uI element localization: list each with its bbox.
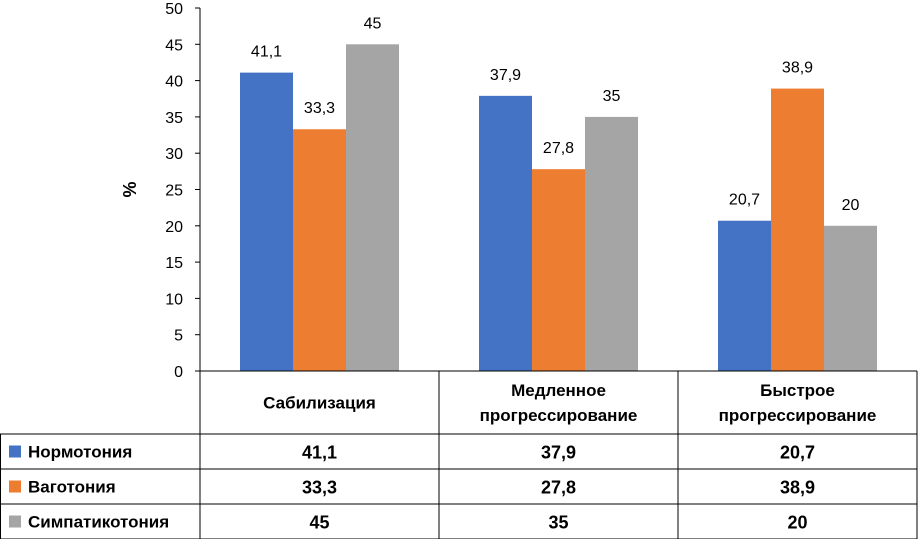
bar bbox=[771, 88, 824, 371]
table-cell: 45 bbox=[309, 513, 329, 533]
legend-key bbox=[9, 445, 21, 458]
y-tick-label: 50 bbox=[165, 1, 183, 18]
y-tick-label: 45 bbox=[165, 37, 183, 54]
y-axis-title: % bbox=[120, 181, 140, 197]
table-cell: 27,8 bbox=[541, 478, 576, 498]
y-tick-label: 10 bbox=[165, 291, 183, 308]
y-tick-label: 5 bbox=[174, 328, 183, 345]
y-tick-label: 25 bbox=[165, 183, 183, 200]
data-label: 27,8 bbox=[543, 140, 574, 157]
category-label: Быстрое bbox=[760, 381, 835, 400]
table-cell: 20,7 bbox=[780, 443, 815, 463]
data-label: 38,9 bbox=[782, 60, 813, 77]
bar bbox=[240, 72, 293, 371]
table-cell: 41,1 bbox=[302, 443, 337, 463]
y-tick-label: 15 bbox=[165, 255, 183, 272]
bar bbox=[293, 129, 346, 371]
y-tick-label: 20 bbox=[165, 219, 183, 236]
data-label: 33,3 bbox=[304, 100, 335, 117]
table-cell: 35 bbox=[548, 513, 568, 533]
y-tick-label: 0 bbox=[174, 364, 183, 381]
table-cell: 37,9 bbox=[541, 443, 576, 463]
data-label: 35 bbox=[603, 88, 621, 105]
data-label: 20,7 bbox=[729, 192, 760, 209]
data-label: 41,1 bbox=[251, 44, 282, 61]
category-label: прогрессирование bbox=[719, 406, 877, 425]
bar bbox=[479, 95, 532, 371]
table-cell: 20 bbox=[787, 513, 807, 533]
legend-key bbox=[9, 515, 21, 528]
category-label: прогрессирование bbox=[480, 406, 638, 425]
table-cell: 38,9 bbox=[780, 478, 815, 498]
legend-label: Нормотония bbox=[28, 443, 132, 462]
table-cell: 33,3 bbox=[302, 478, 337, 498]
category-label: Медленное bbox=[511, 381, 606, 400]
legend-label: Симпатикотония bbox=[28, 513, 169, 532]
legend-key bbox=[9, 480, 21, 493]
category-label: Сабилизация bbox=[263, 394, 376, 413]
bar bbox=[532, 169, 585, 371]
y-tick-label: 40 bbox=[165, 74, 183, 91]
bar bbox=[718, 220, 771, 371]
data-label: 37,9 bbox=[490, 67, 521, 84]
data-label: 20 bbox=[842, 197, 860, 214]
bar bbox=[824, 225, 877, 371]
data-label: 45 bbox=[364, 15, 382, 32]
bar bbox=[346, 44, 399, 372]
legend-label: Ваготония bbox=[28, 478, 116, 497]
bar bbox=[585, 116, 638, 372]
y-tick-label: 30 bbox=[165, 146, 183, 163]
y-tick-label: 35 bbox=[165, 110, 183, 127]
